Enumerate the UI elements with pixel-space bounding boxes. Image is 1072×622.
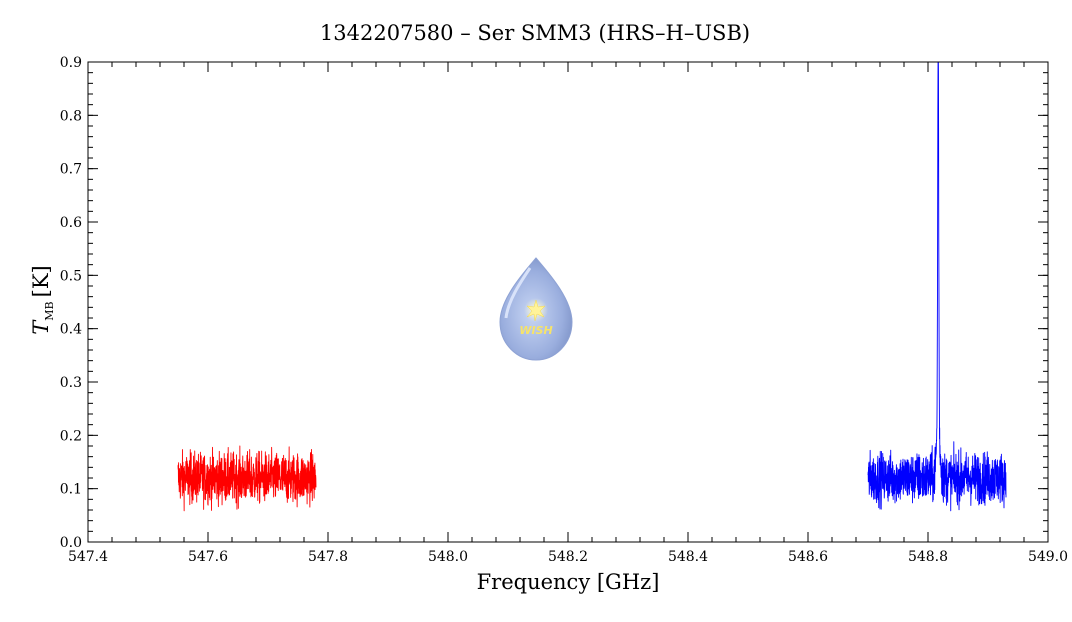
y-tick-labels: 0.0 0.1 0.2 0.3 0.4 0.5 0.6 0.7 0.8 0.9	[60, 55, 82, 551]
y-tick-label: 0.4	[60, 322, 82, 338]
star-icon	[526, 299, 546, 322]
y-axis-label: TMB [K]	[29, 265, 56, 334]
x-tick-label: 547.4	[68, 549, 108, 565]
y-axis-label-unit: [K]	[29, 265, 53, 297]
y-tick-label: 0.6	[60, 215, 82, 231]
logo-text: WISH	[519, 324, 552, 337]
y-tick-label: 0.9	[60, 55, 82, 71]
x-tick-label: 548.0	[428, 549, 468, 565]
chart-title: 1342207580 – Ser SMM3 (HRS–H–USB)	[320, 21, 750, 45]
droplet-highlight	[504, 267, 532, 319]
y-tick-label: 0.1	[60, 482, 82, 498]
series-line-1	[867, 62, 1007, 512]
y-tick-label: 0.7	[60, 162, 82, 178]
y-axis-label-sub: MB	[43, 301, 56, 320]
x-tick-label: 548.2	[548, 549, 588, 565]
ticks-layer	[87, 61, 1049, 543]
svg-text:TMB[K]: TMB [K]	[29, 265, 56, 334]
x-tick-labels: 547.4 547.6 547.8 548.0 548.2 548.4 548.6 548.8…	[68, 549, 1068, 565]
y-tick-label: 0.8	[60, 108, 82, 124]
x-tick-label: 548.6	[788, 549, 828, 565]
x-tick-label: 548.4	[668, 549, 708, 565]
y-tick-label: 0.2	[60, 428, 82, 444]
x-tick-label: 548.8	[908, 549, 948, 565]
x-tick-label: 547.6	[188, 549, 228, 565]
series-line-0	[177, 445, 317, 512]
series-layer	[177, 62, 1007, 512]
y-tick-label: 0.3	[60, 375, 82, 391]
x-tick-label: 547.8	[308, 549, 348, 565]
y-axis-label-main: T	[29, 319, 53, 335]
y-tick-label: 0.0	[60, 535, 82, 551]
x-tick-label: 549.0	[1028, 549, 1068, 565]
wish-logo: WISH	[499, 257, 573, 361]
y-tick-label: 0.5	[60, 268, 82, 284]
x-axis-label: Frequency [GHz]	[477, 570, 660, 594]
